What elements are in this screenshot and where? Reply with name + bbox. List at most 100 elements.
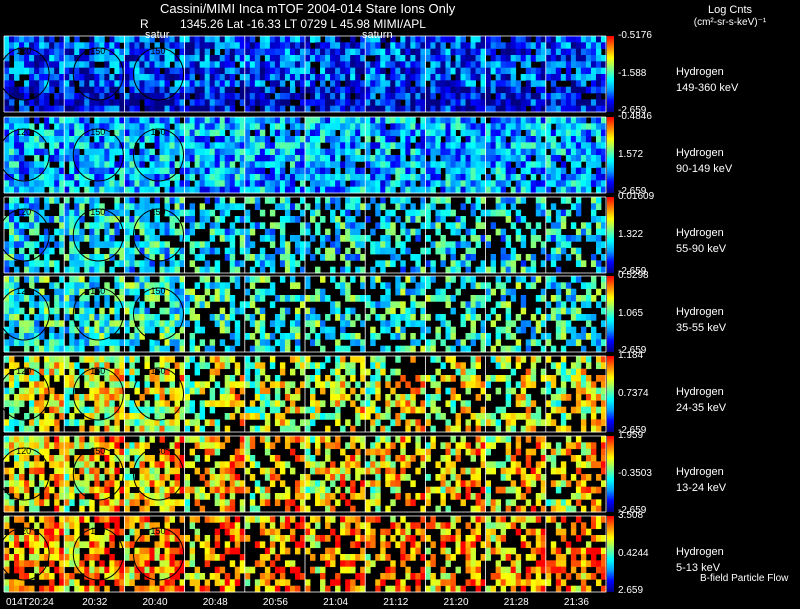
heatmap-cell [455,266,461,274]
heatmap-cell [34,419,40,427]
heatmap-cell [44,136,50,143]
heatmap-cell [4,129,10,137]
heatmap-cell [465,266,471,274]
heatmap-cell [129,186,135,194]
heatmap-cell [575,209,582,217]
heatmap-cell [89,129,95,137]
heatmap-cell [385,295,391,302]
heatmap-cell [580,155,587,162]
heatmap-cell [129,161,135,169]
heatmap-cell [305,161,311,169]
heatmap-cell [179,413,185,420]
heatmap-cell [410,186,416,194]
heatmap-cell [9,117,15,124]
heatmap-cell [134,203,140,211]
heatmap-cell [515,282,522,290]
heatmap-cell [310,48,316,56]
heatmap-cell [380,222,386,230]
heatmap-cell [500,129,507,137]
heatmap-cell [214,117,221,124]
heatmap-cell [284,266,291,274]
heatmap-cell [214,295,221,302]
heatmap-cell [159,333,165,340]
heatmap-cell [174,142,180,150]
heatmap-cell [34,36,40,43]
heatmap-cell [530,339,537,347]
heatmap-cell [64,74,70,81]
heatmap-cell [425,326,431,334]
heatmap-cell [555,209,562,217]
heatmap-cell [169,247,175,255]
heatmap-cell [254,167,261,175]
heatmap-cell [365,136,371,143]
heatmap-cell [229,36,236,43]
heatmap-cell [425,295,431,302]
heatmap-cell [515,117,522,124]
heatmap-cell [475,129,481,137]
heatmap-cell [340,222,346,230]
heatmap-cell [144,174,150,181]
heatmap-cell [149,345,155,353]
heatmap-cell [34,155,40,162]
heatmap-cell [360,61,366,69]
heatmap-cell [294,282,301,290]
heatmap-cell [475,55,481,62]
heatmap-cell [159,413,165,420]
heatmap-cell [174,394,180,401]
heatmap-cell [410,314,416,321]
heatmap-cell [234,368,241,376]
heatmap-cell [325,326,331,334]
heatmap-cell [74,345,80,353]
heatmap-cell [244,241,251,249]
heatmap-cell [385,42,391,50]
heatmap-cell [545,42,552,50]
heatmap-cell [44,161,50,169]
heatmap-cell [64,216,70,223]
heatmap-cell [535,105,542,113]
heatmap-cell [435,117,441,124]
heatmap-cell [199,276,206,283]
heatmap-cell [274,406,281,414]
heatmap-cell [565,93,572,100]
heatmap-cell [24,42,30,50]
heatmap-cell [465,117,471,124]
heatmap-cell [355,167,361,175]
heatmap-cell [99,406,105,414]
heatmap-cell [470,326,476,334]
heatmap-cell [64,307,70,315]
heatmap-cell [570,222,577,230]
heatmap-cell [39,61,45,69]
heatmap-cell [199,387,206,395]
heatmap-cell [490,288,497,296]
heatmap-cell [410,123,416,131]
heatmap-cell [320,148,326,156]
heatmap-cell [44,129,50,137]
heatmap-cell [29,381,35,389]
heatmap-cell [475,142,481,150]
heatmap-cell [139,161,145,169]
heatmap-cell [520,36,527,43]
heatmap-cell [174,74,180,81]
heatmap-cell [570,235,577,242]
heatmap-cell [4,301,10,309]
heatmap-cell [49,307,55,315]
heatmap-cell [410,228,416,236]
heatmap-cell [124,216,130,223]
heatmap-cell [179,99,185,107]
heatmap-cell [510,93,517,100]
heatmap-cell [84,235,90,242]
heatmap-cell [405,123,411,131]
heatmap-cell [79,326,85,334]
heatmap-cell [400,228,406,236]
heatmap-cell [400,247,406,255]
heatmap-cell [194,136,201,143]
heatmap-cell [485,235,492,242]
heatmap-cell [169,155,175,162]
heatmap-cell [365,161,371,169]
heatmap-cell [299,74,306,81]
heatmap-cell [460,48,466,56]
heatmap-cell [545,314,552,321]
heatmap-cell [370,86,376,94]
heatmap-cell [305,320,311,328]
heatmap-cell [249,314,256,321]
